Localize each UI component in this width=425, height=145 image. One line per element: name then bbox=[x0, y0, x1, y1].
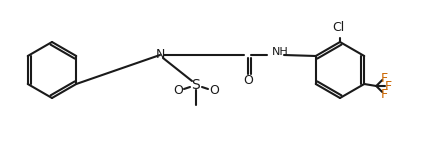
Text: F: F bbox=[385, 79, 392, 93]
Text: F: F bbox=[381, 88, 388, 102]
Text: N: N bbox=[155, 48, 164, 61]
Text: NH: NH bbox=[272, 47, 289, 57]
Text: Cl: Cl bbox=[332, 21, 344, 34]
Text: F: F bbox=[381, 71, 388, 85]
Text: O: O bbox=[243, 74, 253, 87]
Text: O: O bbox=[173, 84, 183, 97]
Text: S: S bbox=[192, 78, 200, 92]
Text: O: O bbox=[209, 84, 219, 97]
